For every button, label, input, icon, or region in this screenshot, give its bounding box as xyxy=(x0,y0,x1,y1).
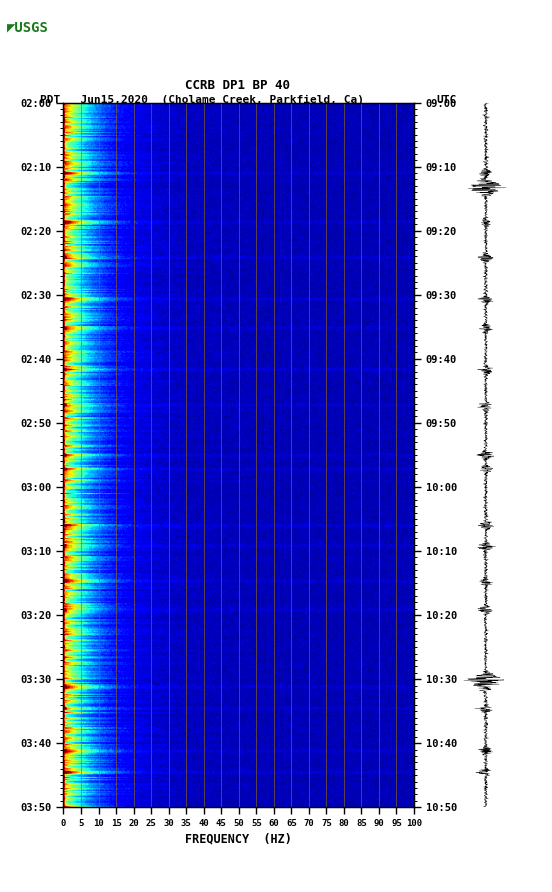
Text: CCRB DP1 BP 40: CCRB DP1 BP 40 xyxy=(185,78,290,92)
Text: ◤USGS: ◤USGS xyxy=(7,21,49,35)
X-axis label: FREQUENCY  (HZ): FREQUENCY (HZ) xyxy=(185,832,292,846)
Text: UTC: UTC xyxy=(436,95,457,105)
Text: PDT   Jun15,2020  (Cholame Creek, Parkfield, Ca): PDT Jun15,2020 (Cholame Creek, Parkfield… xyxy=(40,95,364,105)
